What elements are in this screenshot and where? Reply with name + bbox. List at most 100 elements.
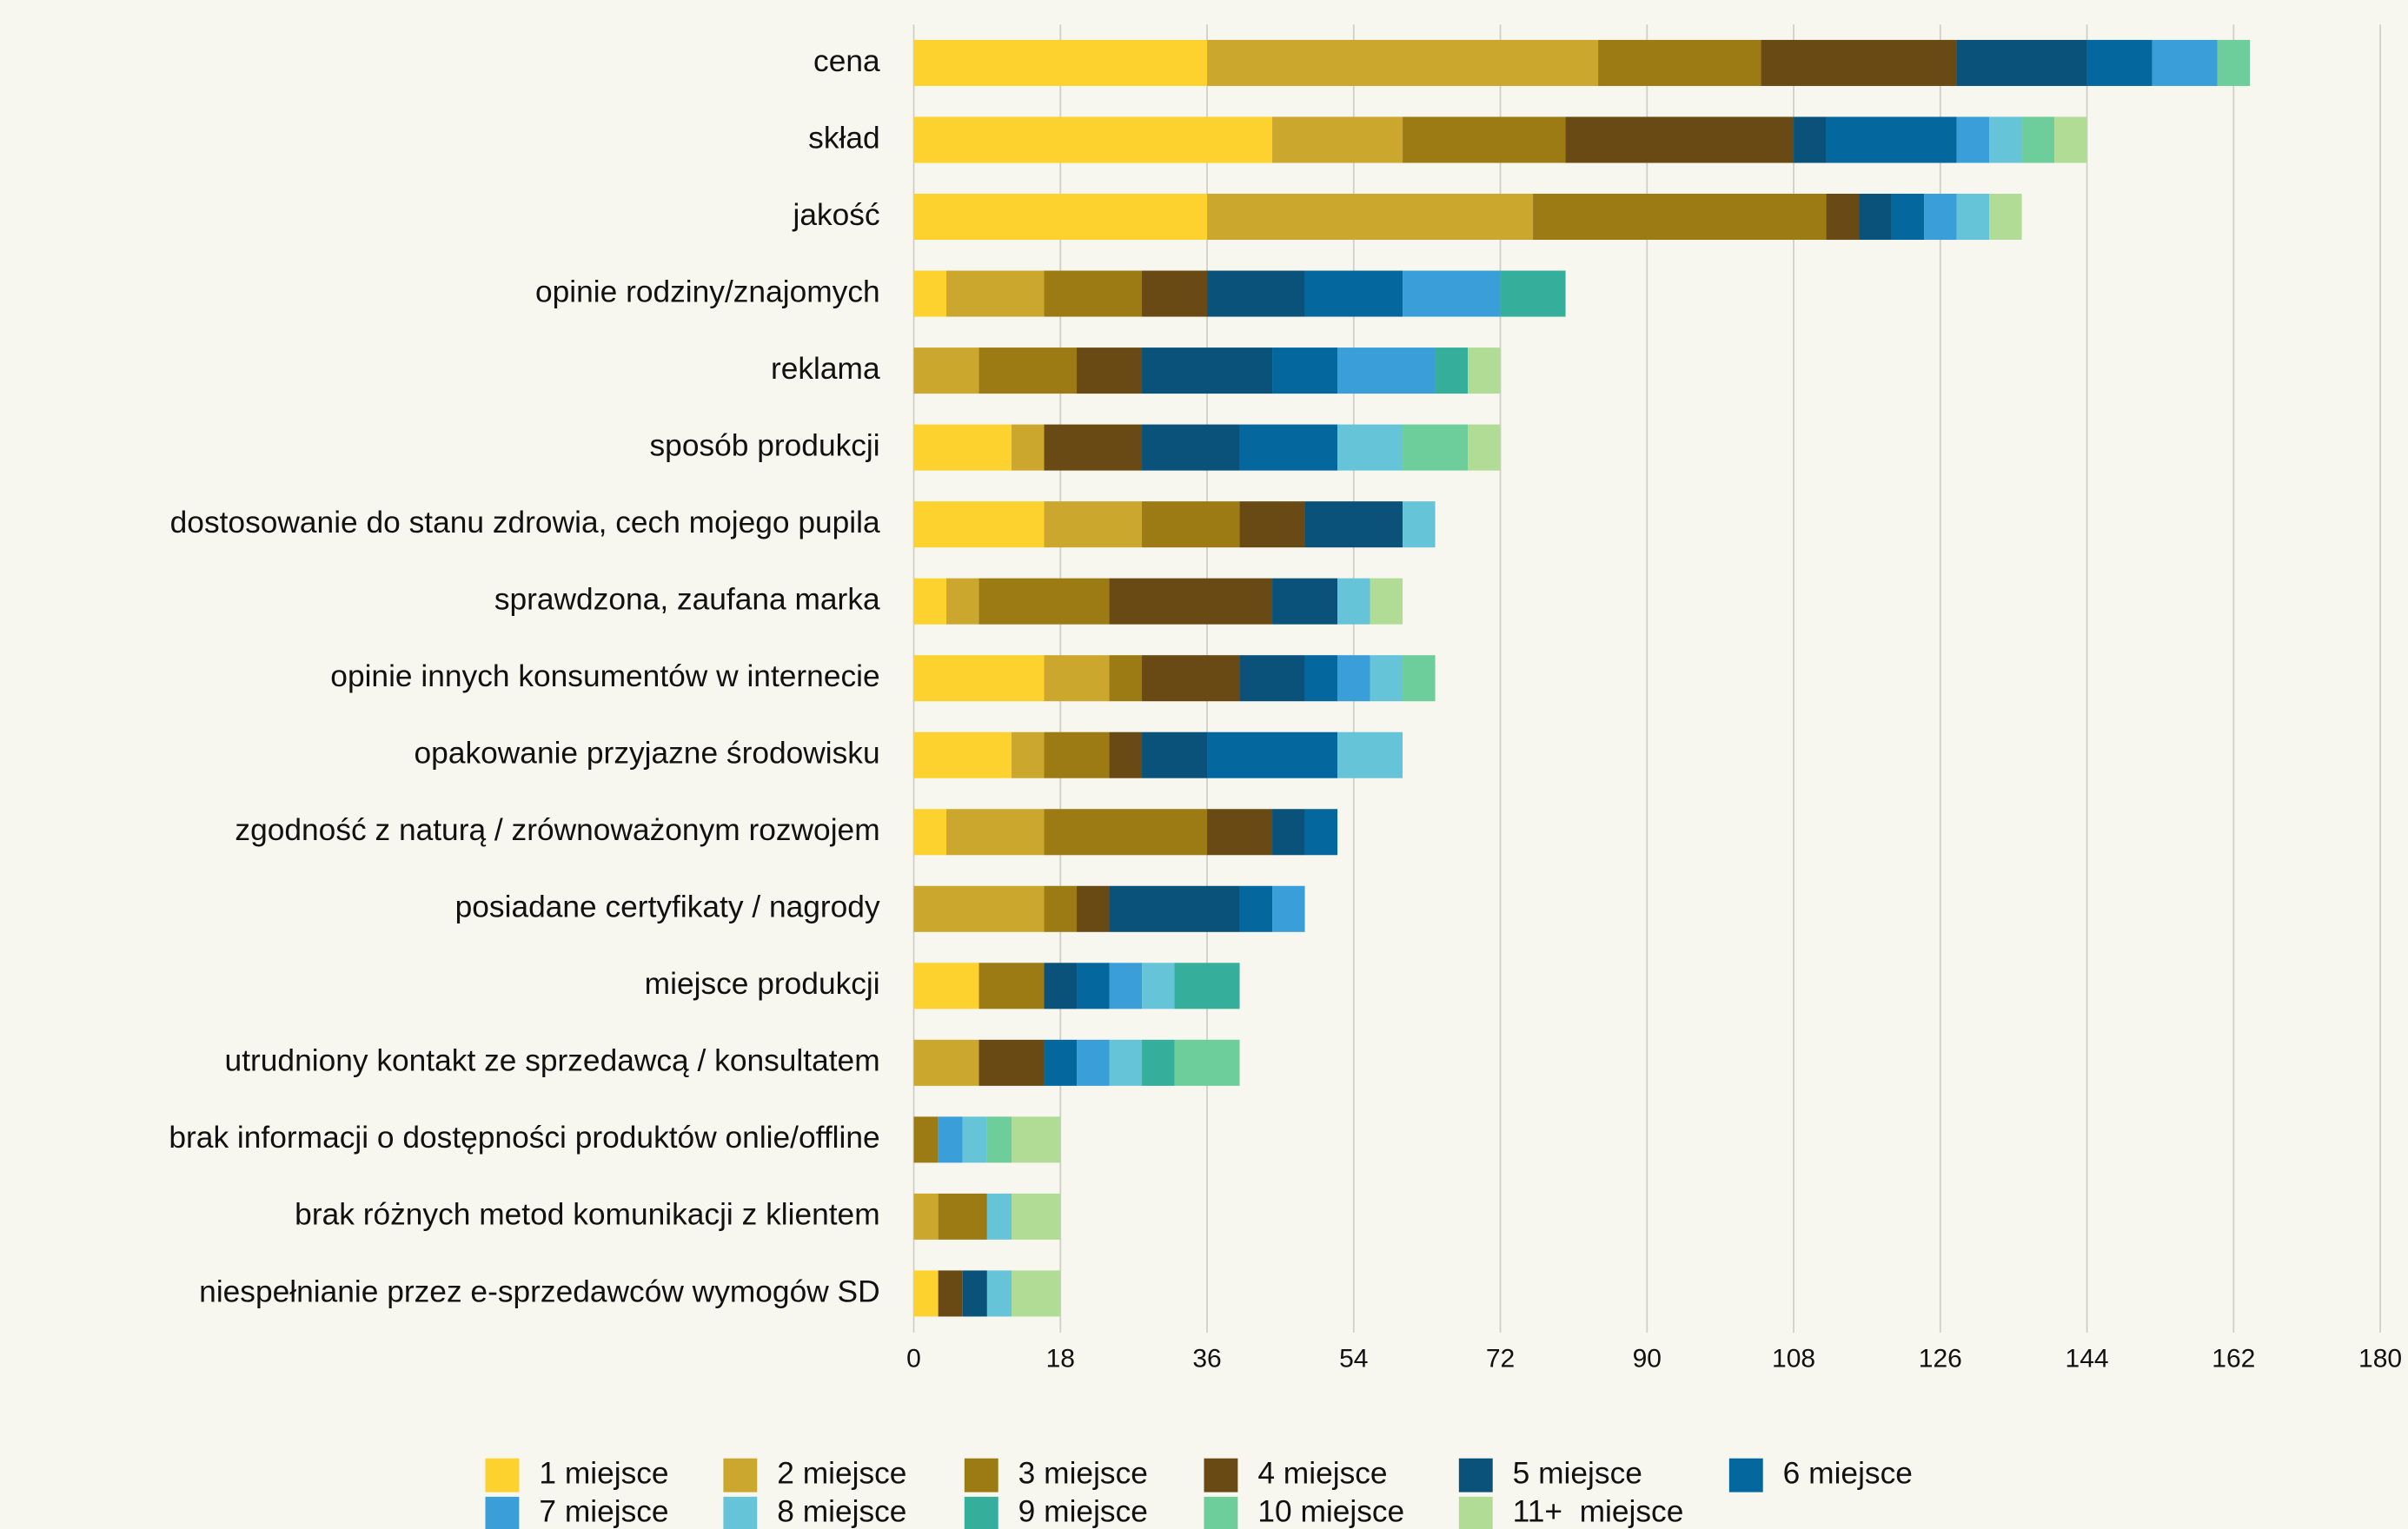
legend-label: 11+ miejsce [1513, 1495, 1684, 1529]
legend-swatch [1458, 1496, 1493, 1529]
bar-segment [1337, 731, 1403, 778]
legend-swatch [485, 1458, 520, 1493]
legend-swatch [964, 1458, 998, 1493]
bar-segment [1044, 501, 1143, 548]
category-label: brak informacji o dostępności produktów … [169, 1121, 879, 1155]
bar-segment [1109, 731, 1143, 778]
bar-segment [1012, 1116, 1061, 1163]
bar-segment [1337, 424, 1403, 471]
bar-segment [1468, 348, 1501, 394]
bar-segment [1109, 655, 1143, 702]
bar-segment [913, 1270, 939, 1317]
bar-segment [1924, 194, 1957, 241]
bar-segment [1794, 116, 1827, 163]
bar-segment [1304, 270, 1403, 317]
legend-label: 1 miejsce [539, 1456, 668, 1490]
bar-segment [1239, 424, 1338, 471]
bar-segment [913, 348, 979, 394]
bar-segment [1337, 655, 1370, 702]
x-tick-label: 90 [1633, 1345, 1662, 1373]
bar-segment [1403, 424, 1469, 471]
bar-segment [913, 424, 1012, 471]
bar-segment [1304, 809, 1338, 856]
legend-swatch [485, 1496, 520, 1529]
bar-segment [1142, 963, 1175, 1009]
x-tick-label: 180 [2358, 1345, 2402, 1373]
bar-segment [1077, 963, 1110, 1009]
bar-segment [1044, 270, 1143, 317]
bar-segment [946, 578, 979, 625]
bar-segment [1109, 885, 1240, 932]
bar-segment [978, 963, 1045, 1009]
bar-segment [1370, 655, 1403, 702]
legend-swatch [1204, 1496, 1238, 1529]
bar-segment [1956, 194, 1990, 241]
category-label: sprawdzona, zaufana marka [494, 582, 880, 616]
x-tick-label: 144 [2066, 1345, 2109, 1373]
bar-segment [1207, 194, 1534, 241]
bar-segment [1142, 348, 1273, 394]
bar-segment [946, 270, 1045, 317]
legend-label: 3 miejsce [1018, 1456, 1148, 1490]
bar-segment [1337, 348, 1436, 394]
bar-segment [1989, 194, 2022, 241]
bar-segment [946, 809, 1045, 856]
bar-segment [1272, 809, 1305, 856]
bar-segment [938, 1193, 987, 1240]
category-label: opinie innych konsumentów w internecie [330, 659, 879, 693]
bar-segment [1272, 578, 1338, 625]
bar-segment [962, 1270, 987, 1317]
bar-segment [1044, 424, 1143, 471]
x-tick-label: 36 [1192, 1345, 1221, 1373]
bar-segment [913, 39, 1208, 86]
legend-label: 6 miejsce [1783, 1456, 1913, 1490]
x-tick-label: 162 [2212, 1345, 2255, 1373]
bar-segment [1044, 655, 1110, 702]
bar-segment [1891, 194, 1925, 241]
bar-segment [913, 1039, 979, 1086]
legend-label: 5 miejsce [1513, 1456, 1642, 1490]
bar-segment [1142, 655, 1240, 702]
bar-segment [1109, 1039, 1143, 1086]
legend-swatch [723, 1496, 758, 1529]
legend-label: 9 miejsce [1018, 1495, 1148, 1529]
x-tick-label: 108 [1772, 1345, 1815, 1373]
legend-swatch [1728, 1458, 1763, 1493]
bar-segment [913, 1193, 939, 1240]
bar-segment [1989, 116, 2022, 163]
bar-segment [1207, 731, 1338, 778]
bar-segment [1044, 963, 1078, 1009]
bar-segment [978, 578, 1110, 625]
bar-segment [2152, 39, 2218, 86]
bar-segment [986, 1193, 1012, 1240]
bar-segment [1142, 270, 1208, 317]
bar-segment [1403, 116, 1566, 163]
bar-segment [938, 1116, 963, 1163]
x-tick-label: 72 [1486, 1345, 1515, 1373]
bar-segment [1207, 809, 1273, 856]
bar-segment [2054, 116, 2087, 163]
bar-segment [1859, 194, 1892, 241]
bar-segment [913, 885, 1045, 932]
bar-segment [1239, 885, 1273, 932]
bar-segment [1337, 578, 1370, 625]
bar-segment [962, 1116, 987, 1163]
bar-segment [1239, 501, 1305, 548]
bar-segment [1468, 424, 1501, 471]
bar-segment [1956, 39, 2087, 86]
bar-segment [2086, 39, 2153, 86]
category-label: posiadane certyfikaty / nagrody [455, 890, 880, 924]
bar-segment [913, 270, 947, 317]
bar-segment [1500, 270, 1566, 317]
bar-segment [1077, 885, 1110, 932]
bar-segment [913, 116, 1273, 163]
category-label: miejsce produkcji [645, 967, 880, 1001]
bar-segment [986, 1116, 1012, 1163]
bar-segment [1012, 731, 1045, 778]
bar-segment [1012, 1270, 1061, 1317]
legend-swatch [964, 1496, 998, 1529]
bar-segment [1142, 1039, 1175, 1086]
legend-label: 8 miejsce [777, 1495, 906, 1529]
category-label: dostosowanie do stanu zdrowia, cech moje… [170, 506, 880, 539]
